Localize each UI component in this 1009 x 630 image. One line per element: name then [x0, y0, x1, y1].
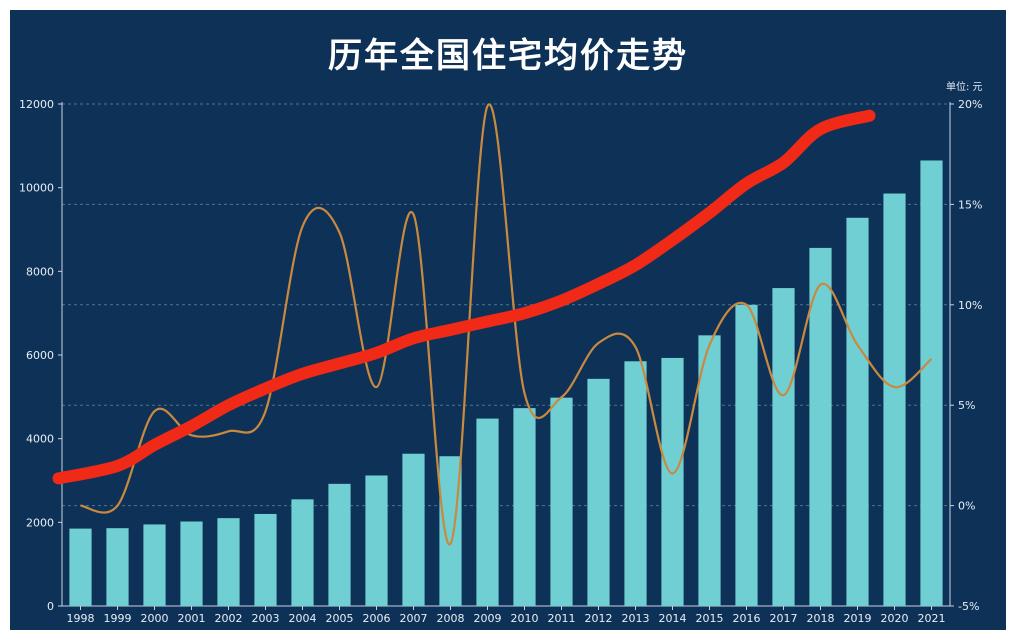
bar: [106, 528, 129, 606]
bar: [772, 288, 795, 606]
y-left-tick-label: 2000: [26, 516, 54, 529]
trend-line: [52, 109, 876, 485]
x-tick-label: 2016: [733, 612, 761, 625]
y-left-tick-label: 0: [47, 600, 54, 613]
bar: [698, 335, 721, 606]
bar: [365, 475, 388, 606]
x-tick-label: 2004: [289, 612, 317, 625]
x-tick-label: 2003: [252, 612, 280, 625]
bar: [291, 499, 314, 606]
x-tick-label: 2019: [844, 612, 872, 625]
bar: [328, 483, 351, 606]
bar: [624, 361, 647, 606]
y-right-tick-label: -5%: [958, 600, 979, 613]
bar: [735, 304, 758, 606]
y-right-tick-label: 5%: [958, 399, 975, 412]
y-right-tick-label: 15%: [958, 198, 982, 211]
bar: [550, 397, 573, 606]
bar: [920, 160, 943, 606]
bar: [254, 513, 277, 606]
x-tick-label: 2000: [141, 612, 169, 625]
x-tick-label: 2006: [363, 612, 391, 625]
y-left-tick-label: 12000: [19, 98, 54, 111]
x-tick-label: 2017: [770, 612, 798, 625]
x-tick-label: 1999: [104, 612, 132, 625]
bar: [846, 217, 869, 606]
bar: [809, 247, 832, 606]
y-left-tick-label: 6000: [26, 349, 54, 362]
chart-svg: 0 2000 4000 6000 8000 10000 12000 -5% 0% 5% 10% 15%…: [19, 98, 982, 625]
bar: [587, 378, 610, 606]
x-tick-label: 1998: [67, 612, 95, 625]
chart-panel: 历年全国住宅均价走势 单位: 元 0 2000 4000 6000 8000 10000 1…: [10, 10, 1006, 630]
x-tick-label: 2015: [696, 612, 724, 625]
x-tick-label: 2001: [178, 612, 206, 625]
y-left-tick-label: 4000: [26, 433, 54, 446]
chart-title: 历年全国住宅均价走势: [328, 36, 688, 76]
y-right-tick-label: 10%: [958, 299, 982, 312]
x-tick-label: 2008: [437, 612, 465, 625]
x-tick-label: 2013: [622, 612, 650, 625]
bar: [513, 408, 536, 606]
x-tick-label: 2009: [474, 612, 502, 625]
y-right-tick-label: 20%: [958, 98, 982, 111]
y-left-tick-label: 8000: [26, 265, 54, 278]
growth-rate-line: [80, 103, 933, 546]
x-tick-label: 2014: [659, 612, 687, 625]
bar: [143, 524, 166, 606]
x-tick-label: 2018: [807, 612, 835, 625]
bar: [402, 453, 425, 606]
x-tick-label: 2012: [585, 612, 613, 625]
x-tick-label: 2007: [400, 612, 428, 625]
x-tick-label: 2010: [511, 612, 539, 625]
y-right-tick-label: 0%: [958, 500, 975, 513]
x-tick-label: 2002: [215, 612, 243, 625]
x-tick-label: 2011: [548, 612, 576, 625]
bar: [217, 518, 240, 606]
unit-label: 单位: 元: [946, 82, 983, 93]
x-tick-label: 2020: [881, 612, 909, 625]
bar: [180, 521, 203, 606]
bar: [69, 528, 92, 606]
y-left-tick-label: 10000: [19, 182, 54, 195]
bar: [439, 456, 462, 606]
bar: [476, 418, 499, 606]
bar: [883, 193, 906, 607]
bar: [661, 357, 684, 606]
x-tick-label: 2005: [326, 612, 354, 625]
x-tick-label: 2021: [918, 612, 946, 625]
